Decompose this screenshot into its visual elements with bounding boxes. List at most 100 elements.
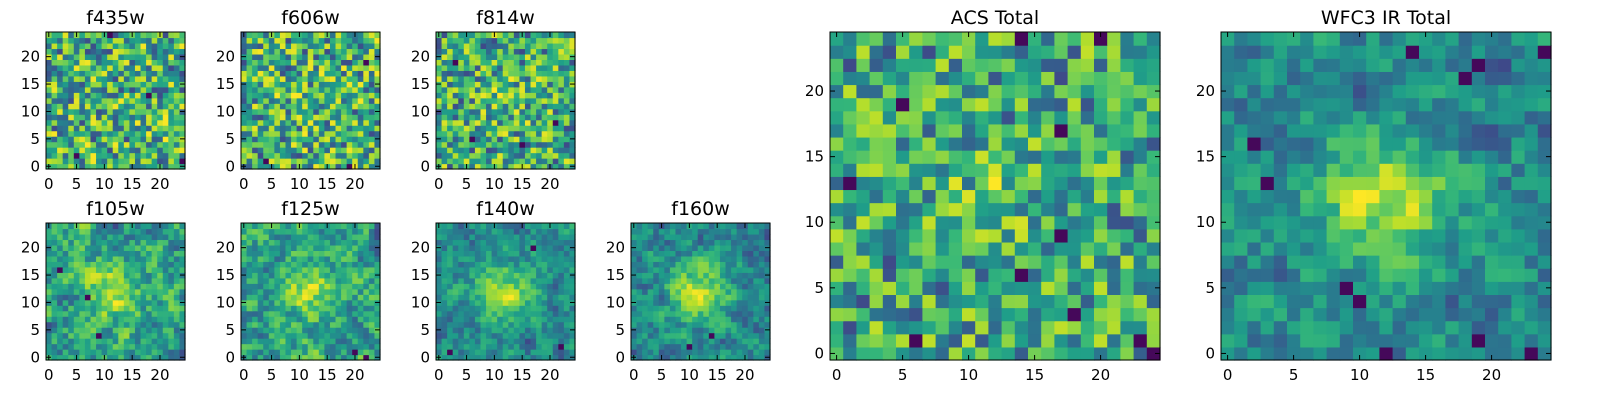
heatmap-cell bbox=[474, 70, 482, 77]
heatmap-cell bbox=[541, 316, 548, 323]
heatmap-cell bbox=[747, 255, 754, 262]
heatmap-cell bbox=[458, 343, 465, 350]
heatmap-cell bbox=[552, 261, 559, 268]
heatmap-cell bbox=[497, 310, 504, 317]
heatmap-cell bbox=[436, 349, 443, 356]
heatmap-cell bbox=[341, 53, 348, 60]
x-tick-label: 15 bbox=[318, 366, 337, 384]
heatmap-cell bbox=[307, 103, 314, 110]
heatmap-cell bbox=[530, 239, 537, 246]
heatmap-cell bbox=[558, 136, 565, 143]
heatmap-cell bbox=[73, 108, 80, 115]
heatmap-cell bbox=[631, 266, 638, 273]
heatmap-cell bbox=[241, 321, 248, 328]
panel-title: f606w bbox=[281, 7, 340, 29]
heatmap-cell bbox=[324, 130, 331, 137]
heatmap-cell bbox=[363, 37, 370, 44]
heatmap-cell bbox=[664, 261, 671, 268]
heatmap-cell bbox=[79, 239, 86, 246]
heatmap-cell bbox=[1107, 268, 1121, 282]
heatmap-cell bbox=[524, 92, 532, 99]
heatmap-cell bbox=[896, 255, 910, 269]
heatmap-cell bbox=[68, 125, 75, 132]
heatmap-cell bbox=[274, 327, 281, 334]
heatmap-cell bbox=[268, 255, 275, 262]
heatmap-cell bbox=[101, 288, 108, 295]
heatmap-cell bbox=[692, 228, 699, 235]
heatmap-cell bbox=[1014, 255, 1029, 269]
heatmap-cell bbox=[513, 125, 520, 132]
heatmap-cell bbox=[252, 288, 259, 295]
heatmap-cell bbox=[268, 59, 275, 66]
heatmap-cell bbox=[463, 53, 470, 60]
heatmap-cell bbox=[363, 42, 370, 50]
heatmap-cell bbox=[62, 130, 69, 137]
heatmap-cell bbox=[246, 327, 253, 334]
heatmap-cell bbox=[302, 349, 309, 356]
heatmap-cell bbox=[536, 108, 543, 115]
heatmap-cell bbox=[162, 141, 169, 148]
heatmap-cell bbox=[57, 272, 64, 279]
heatmap-cell bbox=[341, 299, 348, 306]
heatmap-cell bbox=[1094, 241, 1108, 256]
heatmap-cell bbox=[57, 81, 64, 88]
heatmap-cell bbox=[151, 228, 158, 235]
heatmap-cell bbox=[658, 332, 665, 339]
heatmap-cell bbox=[302, 294, 309, 301]
heatmap-cell bbox=[134, 228, 142, 235]
heatmap-cell bbox=[469, 32, 476, 39]
heatmap-cell bbox=[62, 310, 69, 317]
heatmap-cell bbox=[558, 316, 565, 323]
heatmap-cell bbox=[447, 75, 454, 82]
heatmap-cell bbox=[736, 223, 743, 230]
heatmap-cell bbox=[480, 53, 487, 60]
heatmap-cell bbox=[552, 338, 559, 345]
heatmap-cell bbox=[508, 59, 515, 66]
heatmap-cell bbox=[658, 283, 665, 290]
heatmap-cell bbox=[246, 223, 253, 230]
heatmap-cell bbox=[162, 239, 169, 246]
heatmap-cell bbox=[541, 338, 548, 345]
heatmap-cell bbox=[447, 349, 454, 356]
heatmap-cell bbox=[563, 130, 571, 137]
heatmap-cell bbox=[274, 152, 281, 159]
heatmap-cell bbox=[241, 261, 248, 268]
heatmap-cell bbox=[73, 59, 80, 66]
heatmap-cell bbox=[246, 97, 253, 104]
heatmap-cell bbox=[90, 75, 97, 82]
heatmap-cell bbox=[146, 70, 153, 77]
heatmap-cell bbox=[112, 283, 119, 290]
heatmap-cell bbox=[1028, 228, 1042, 243]
heatmap-cell bbox=[758, 327, 766, 334]
heatmap-cell bbox=[374, 141, 381, 148]
heatmap-cell bbox=[57, 228, 64, 235]
heatmap-cell bbox=[118, 332, 125, 339]
heatmap-cell bbox=[436, 37, 443, 44]
heatmap-cell bbox=[502, 321, 509, 328]
heatmap-cell bbox=[140, 114, 147, 121]
heatmap-cell bbox=[68, 255, 75, 262]
heatmap-cell bbox=[452, 277, 459, 284]
heatmap-cell bbox=[263, 354, 270, 361]
heatmap-cell bbox=[118, 108, 125, 115]
heatmap-cell bbox=[335, 321, 342, 328]
heatmap-cell bbox=[922, 294, 937, 309]
heatmap-cell bbox=[46, 86, 53, 93]
heatmap-cell bbox=[524, 321, 532, 328]
heatmap-cell bbox=[569, 310, 576, 317]
heatmap-cell bbox=[313, 266, 320, 273]
heatmap-cell bbox=[975, 320, 989, 335]
heatmap-cell bbox=[552, 130, 559, 137]
heatmap-cell bbox=[68, 119, 75, 126]
heatmap-cell bbox=[179, 321, 186, 328]
heatmap-cell bbox=[291, 261, 298, 268]
heatmap-cell bbox=[563, 233, 571, 241]
heatmap-cell bbox=[257, 305, 264, 312]
heatmap-cell bbox=[536, 288, 543, 295]
heatmap-cell bbox=[497, 228, 504, 235]
heatmap-cell bbox=[547, 48, 554, 55]
heatmap-cell bbox=[112, 321, 119, 328]
heatmap-cell bbox=[536, 266, 543, 273]
heatmap-cell bbox=[296, 250, 303, 257]
heatmap-cell bbox=[279, 92, 287, 99]
